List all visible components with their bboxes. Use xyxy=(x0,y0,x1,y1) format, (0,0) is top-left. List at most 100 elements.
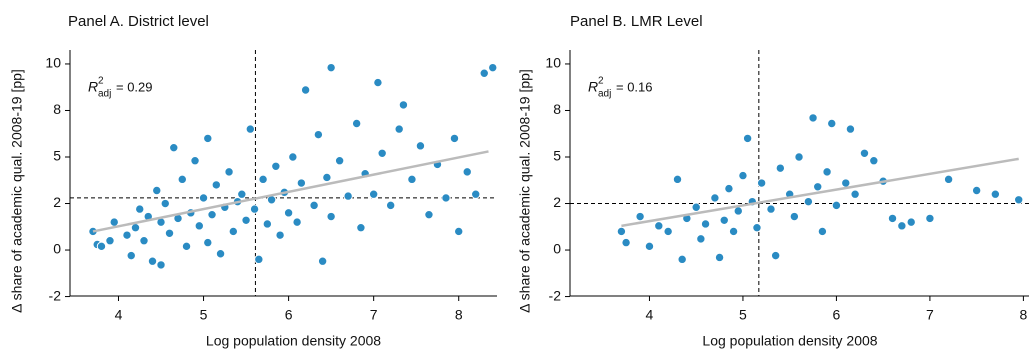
point xyxy=(194,221,204,231)
point xyxy=(672,174,683,185)
point xyxy=(190,156,200,166)
x-tick-label: 5 xyxy=(200,307,208,323)
x-axis-label: Log population density 2008 xyxy=(702,333,877,349)
point xyxy=(449,133,460,144)
point xyxy=(122,230,132,240)
point xyxy=(377,148,387,158)
point xyxy=(724,183,734,194)
point xyxy=(203,133,213,144)
point xyxy=(105,236,115,246)
point xyxy=(827,118,837,129)
point xyxy=(326,211,336,222)
x-axis-label: Log population density 2008 xyxy=(206,333,381,349)
y-axis-label: Δ share of academic qual. 2008-19 [pp] xyxy=(9,69,25,313)
point xyxy=(841,178,851,188)
point xyxy=(808,113,818,123)
point xyxy=(733,206,743,216)
point xyxy=(616,226,627,237)
y-tick-label: 2 xyxy=(553,194,561,210)
point xyxy=(714,252,725,263)
point xyxy=(719,215,729,225)
annotation-sub: adj xyxy=(598,89,611,100)
point xyxy=(850,189,860,199)
point xyxy=(224,167,234,177)
point xyxy=(228,226,239,237)
point xyxy=(770,250,781,261)
point xyxy=(160,198,170,209)
point xyxy=(292,217,302,227)
point xyxy=(621,237,631,248)
point xyxy=(181,241,192,252)
point xyxy=(794,152,804,162)
point xyxy=(700,219,711,229)
x-tick-label: 4 xyxy=(115,307,123,323)
y-tick-label: 10 xyxy=(45,55,61,71)
annotation-symbol: R xyxy=(588,79,598,95)
point xyxy=(710,193,720,203)
point xyxy=(296,178,307,188)
point xyxy=(738,170,748,181)
x-tick-label: 6 xyxy=(285,307,293,323)
point xyxy=(254,254,264,265)
x-tick-label: 4 xyxy=(646,307,654,323)
point xyxy=(813,182,823,192)
point xyxy=(789,211,800,222)
point xyxy=(691,202,701,212)
point xyxy=(237,189,247,199)
point xyxy=(869,156,879,166)
point xyxy=(906,217,916,227)
y-tick-label: 5 xyxy=(553,148,561,164)
point xyxy=(309,200,319,211)
point xyxy=(262,219,273,229)
x-tick-label: 5 xyxy=(739,307,747,323)
fit-line xyxy=(621,157,1019,228)
y-tick-label: 0 xyxy=(553,241,561,257)
annotation-text: = 0.29 xyxy=(116,79,153,94)
point xyxy=(368,189,379,199)
panel-title: Panel A. District level xyxy=(68,13,209,30)
point xyxy=(126,250,136,261)
y-tick-label: -2 xyxy=(49,287,62,303)
y-tick-label: -2 xyxy=(549,287,562,303)
point xyxy=(1014,195,1024,205)
y-tick-label: 0 xyxy=(53,241,61,257)
point xyxy=(742,133,753,144)
point xyxy=(177,174,187,185)
point xyxy=(822,167,832,177)
point xyxy=(441,193,451,203)
point xyxy=(488,62,498,73)
point xyxy=(415,141,426,151)
point xyxy=(211,180,222,190)
point xyxy=(398,100,409,110)
point xyxy=(300,85,311,95)
point xyxy=(663,226,673,237)
point xyxy=(677,254,687,265)
y-tick-label: 5 xyxy=(53,148,61,164)
point xyxy=(156,260,166,270)
point xyxy=(424,209,434,220)
point xyxy=(203,237,213,248)
point xyxy=(394,124,404,134)
y-tick-label: 8 xyxy=(53,101,61,117)
point xyxy=(654,221,664,231)
point xyxy=(696,234,706,244)
point xyxy=(249,204,260,214)
point xyxy=(109,217,119,227)
annotation-sub: adj xyxy=(98,89,111,100)
point xyxy=(334,156,345,166)
point xyxy=(728,226,739,237)
y-tick-label: 10 xyxy=(545,55,561,71)
point xyxy=(164,228,175,238)
point xyxy=(245,124,256,134)
point xyxy=(775,163,786,173)
point xyxy=(147,256,158,266)
y-axis-label: Δ share of academic qual. 2008-19 [pp] xyxy=(517,69,533,313)
y-tick-label: 2 xyxy=(53,194,61,210)
point xyxy=(356,223,366,233)
x-tick-label: 6 xyxy=(833,307,841,323)
point xyxy=(343,191,353,201)
x-tick-label: 7 xyxy=(370,307,378,323)
x-tick-label: 8 xyxy=(455,307,463,323)
point xyxy=(462,167,472,177)
point xyxy=(943,174,954,185)
